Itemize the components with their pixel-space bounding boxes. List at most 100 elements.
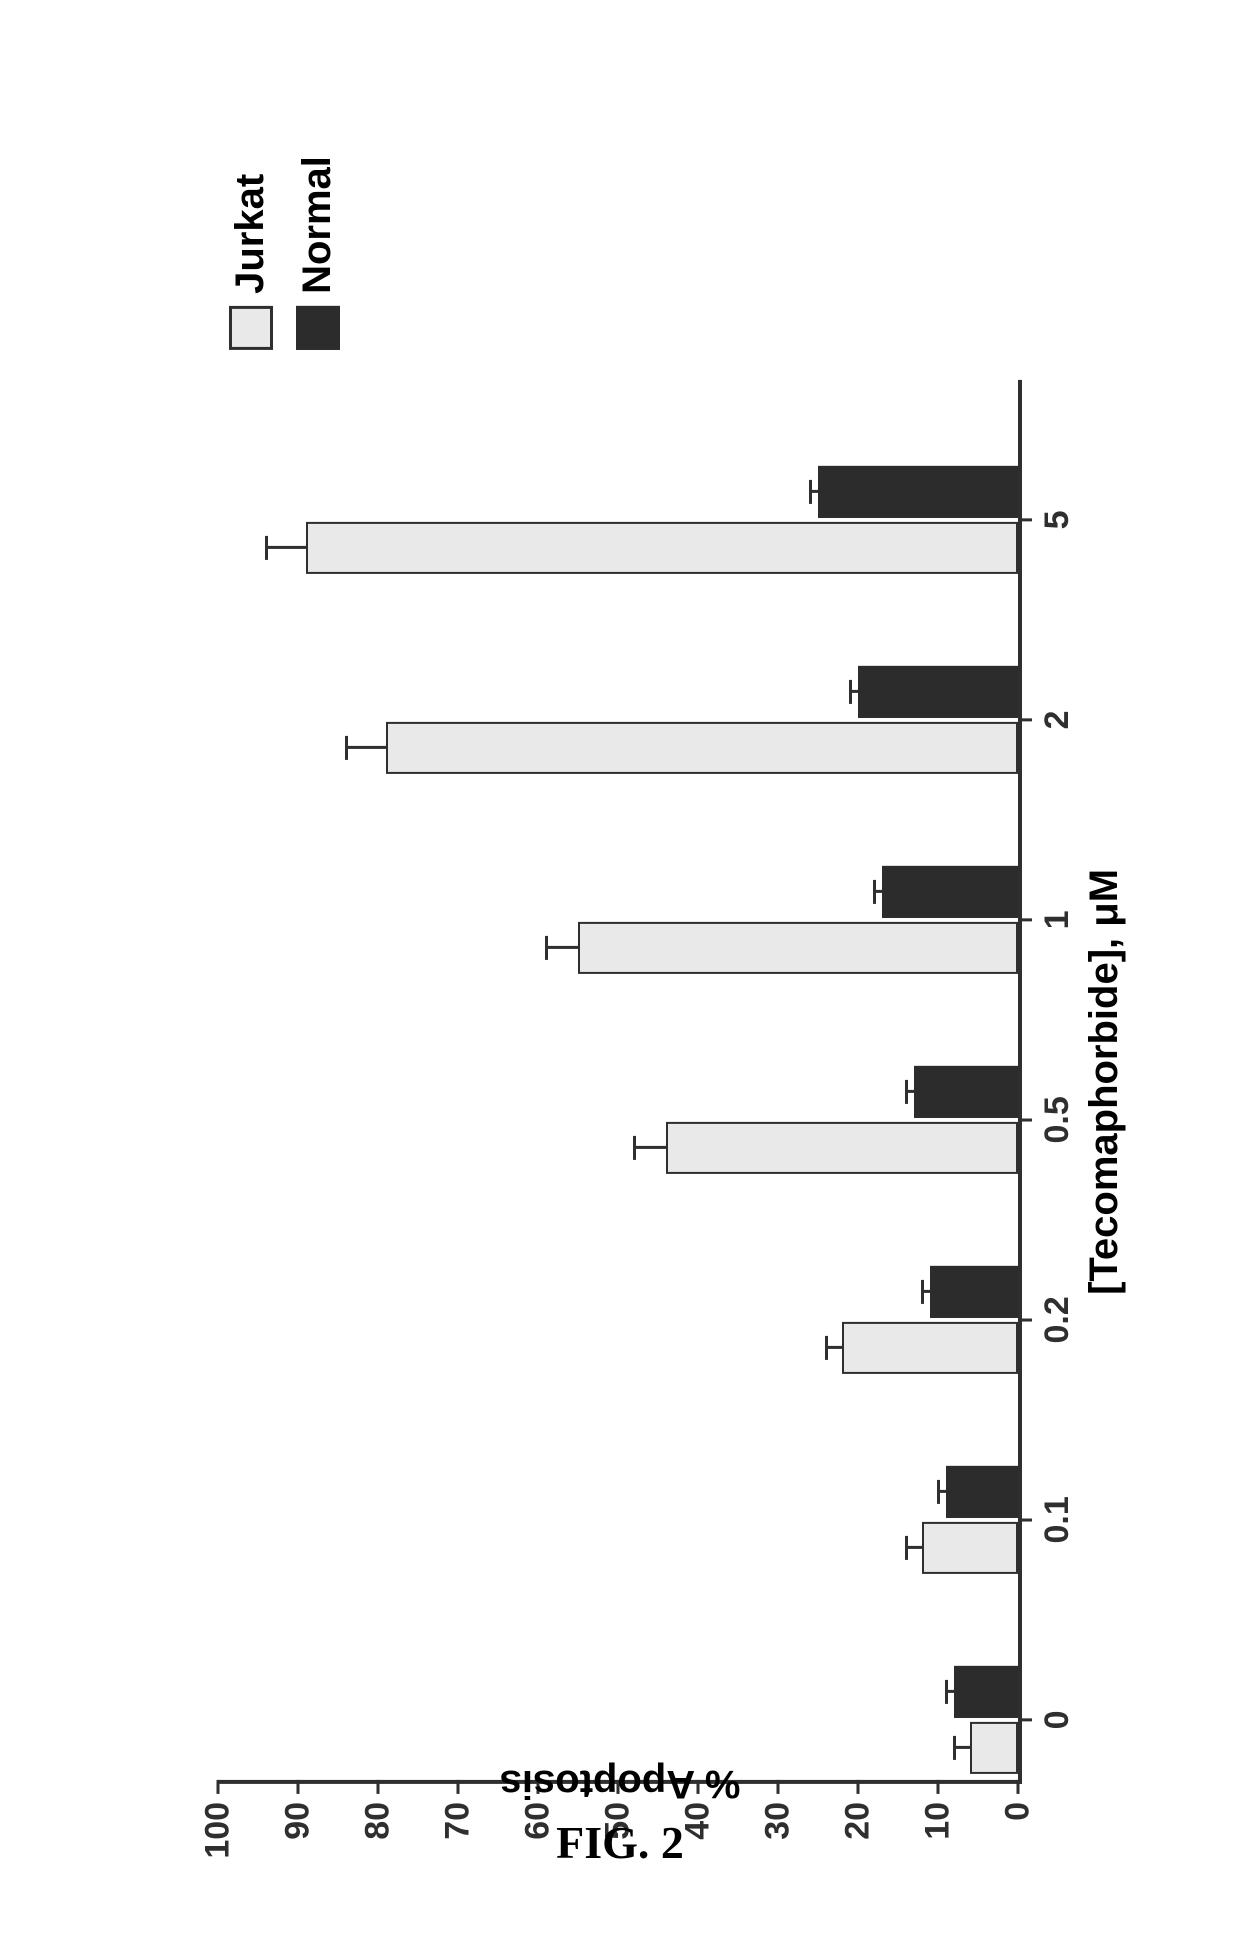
bar-jurkat — [578, 921, 1018, 973]
chart-outer: 010203040506070809010000.10.20.5125 % Ap… — [218, 156, 1022, 1784]
bar-normal — [882, 865, 1018, 917]
bar-group — [954, 1665, 1018, 1773]
y-tick-mark — [777, 1779, 780, 1793]
x-tick: 0.2 — [1018, 1296, 1077, 1343]
y-tick-label: 90 — [279, 1793, 318, 1839]
error-stem — [348, 746, 388, 749]
y-tick: 30 — [759, 1779, 798, 1839]
x-tick-label: 0.1 — [1032, 1496, 1077, 1543]
error-bar-upper — [849, 679, 860, 703]
error-bar-upper — [873, 879, 884, 903]
bar-normal — [930, 1265, 1018, 1317]
error-bar-upper — [905, 1079, 916, 1103]
y-tick-mark — [297, 1779, 300, 1793]
error-stem — [876, 890, 884, 893]
bar-normal — [914, 1065, 1018, 1117]
y-tick: 70 — [439, 1779, 478, 1839]
legend-item: Jurkat — [228, 156, 273, 350]
x-tick-mark — [1018, 918, 1032, 921]
y-tick-label: 70 — [439, 1793, 478, 1839]
error-bar-upper — [345, 735, 388, 759]
bar-group — [386, 665, 1018, 773]
bar-jurkat — [970, 1721, 1018, 1773]
error-stem — [948, 1690, 956, 1693]
legend-label: Jurkat — [228, 173, 273, 293]
y-tick-label: 100 — [199, 1793, 238, 1858]
y-tick-label: 80 — [359, 1793, 398, 1839]
bar-group — [578, 865, 1018, 973]
y-tick: 0 — [999, 1779, 1038, 1820]
x-tick: 0.1 — [1018, 1496, 1077, 1543]
legend-swatch — [229, 305, 273, 349]
bar-normal — [954, 1665, 1018, 1717]
error-stem — [812, 490, 820, 493]
y-tick-mark — [457, 1779, 460, 1793]
y-tick-mark — [857, 1779, 860, 1793]
error-bar-upper — [905, 1535, 924, 1559]
y-tick-mark — [937, 1779, 940, 1793]
y-tick-label: 20 — [839, 1793, 878, 1839]
error-bar-upper — [265, 535, 308, 559]
bar-normal — [818, 465, 1018, 517]
x-tick-label: 0 — [1032, 1710, 1077, 1729]
error-bar-upper — [809, 479, 820, 503]
error-bar-upper — [633, 1135, 668, 1159]
plot-area: 010203040506070809010000.10.20.5125 — [218, 379, 1022, 1783]
error-stem — [828, 1346, 844, 1349]
rotated-chart-wrapper: 010203040506070809010000.10.20.5125 % Ap… — [218, 156, 1022, 1784]
y-axis-label: % Apoptosis — [500, 1761, 741, 1806]
x-tick-label: 5 — [1032, 510, 1077, 529]
x-tick: 5 — [1018, 510, 1077, 529]
error-stem — [852, 690, 860, 693]
error-stem — [908, 1546, 924, 1549]
error-stem — [940, 1490, 948, 1493]
error-bar-upper — [545, 935, 580, 959]
x-tick-mark — [1018, 518, 1032, 521]
bar-normal — [946, 1465, 1018, 1517]
y-tick-mark — [217, 1779, 220, 1793]
x-tick-label: 2 — [1032, 710, 1077, 729]
y-tick: 90 — [279, 1779, 318, 1839]
legend: Jurkat Normal — [218, 156, 340, 350]
x-tick-mark — [1018, 1118, 1032, 1121]
bar-jurkat — [306, 521, 1018, 573]
x-tick-mark — [1018, 718, 1032, 721]
y-tick-mark — [377, 1779, 380, 1793]
y-tick: 20 — [839, 1779, 878, 1839]
bar-group — [842, 1265, 1018, 1373]
bar-jurkat — [386, 721, 1018, 773]
error-stem — [924, 1290, 932, 1293]
figure-caption: FIG. 2 — [556, 1816, 684, 1869]
error-bar-upper — [945, 1679, 956, 1703]
apoptosis-barchart: 010203040506070809010000.10.20.5125 % Ap… — [218, 379, 1022, 1783]
y-tick-mark — [1017, 1779, 1020, 1793]
x-tick-mark — [1018, 1318, 1032, 1321]
x-tick-label: 0.2 — [1032, 1296, 1077, 1343]
error-stem — [636, 1146, 668, 1149]
page-root: 010203040506070809010000.10.20.5125 % Ap… — [0, 0, 1240, 1939]
x-axis-label: [Tecomaphorbide], μM — [1082, 868, 1127, 1294]
legend-swatch — [296, 305, 340, 349]
bar-jurkat — [842, 1321, 1018, 1373]
error-stem — [268, 546, 308, 549]
x-tick: 0.5 — [1018, 1096, 1077, 1143]
x-tick-label: 1 — [1032, 910, 1077, 929]
y-tick: 100 — [199, 1779, 238, 1858]
legend-label: Normal — [295, 156, 340, 294]
x-tick: 0 — [1018, 1710, 1077, 1729]
y-tick: 10 — [919, 1779, 958, 1839]
error-stem — [548, 946, 580, 949]
legend-item: Normal — [295, 156, 340, 350]
bar-normal — [858, 665, 1018, 717]
bar-group — [306, 465, 1018, 573]
error-bar-upper — [937, 1479, 948, 1503]
y-tick-label: 30 — [759, 1793, 798, 1839]
x-tick: 1 — [1018, 910, 1077, 929]
bar-group — [922, 1465, 1018, 1573]
x-tick: 2 — [1018, 710, 1077, 729]
bar-group — [666, 1065, 1018, 1173]
error-stem — [956, 1746, 972, 1749]
bar-jurkat — [666, 1121, 1018, 1173]
error-bar-upper — [921, 1279, 932, 1303]
x-tick-label: 0.5 — [1032, 1096, 1077, 1143]
